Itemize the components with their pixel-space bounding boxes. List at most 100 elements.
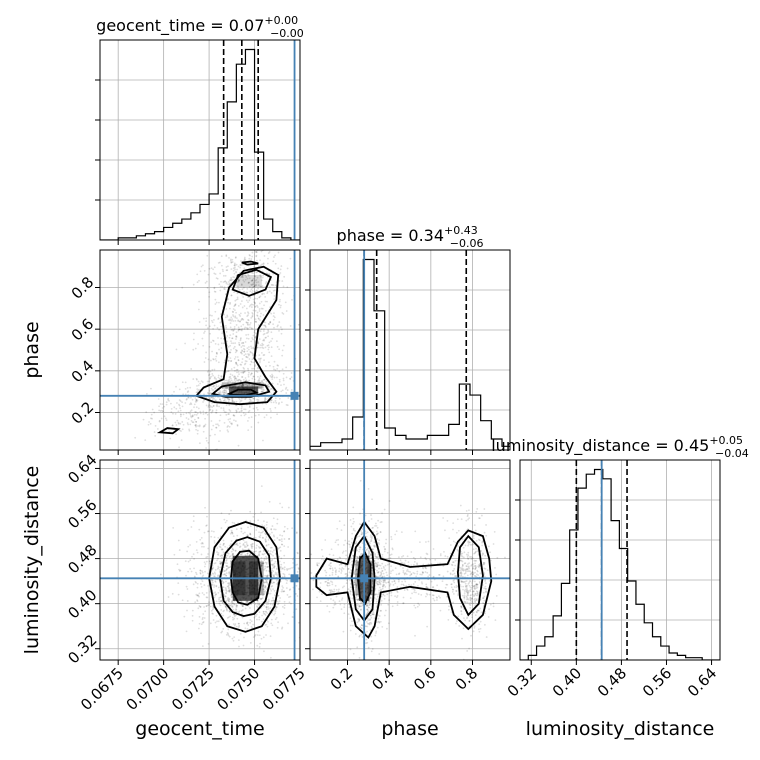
sample-point: [195, 406, 198, 409]
sample-point: [244, 408, 247, 411]
sample-point: [201, 337, 204, 340]
sample-point: [489, 559, 492, 562]
sample-point: [228, 398, 231, 401]
sample-point: [287, 546, 290, 548]
sample-point: [452, 554, 455, 557]
sample-point: [229, 322, 232, 325]
sample-point: [203, 332, 205, 334]
sample-point: [466, 555, 469, 558]
sample-point: [273, 326, 275, 329]
sample-point: [207, 572, 209, 575]
sample-point: [227, 265, 229, 268]
sample-point: [390, 594, 393, 597]
sample-point: [469, 606, 472, 609]
sample-point: [245, 541, 248, 543]
sample-point: [452, 588, 455, 591]
sample-point: [233, 325, 236, 328]
sample-point: [358, 604, 361, 607]
sample-point: [230, 605, 233, 608]
sample-point: [249, 290, 252, 293]
sample-point: [209, 376, 212, 379]
sample-point: [252, 367, 255, 370]
sample-point: [263, 581, 266, 584]
sample-point: [214, 411, 217, 414]
sample-point: [217, 361, 220, 364]
sample-point: [263, 613, 266, 615]
sample-point: [409, 571, 411, 573]
sample-point: [264, 325, 267, 328]
sample-point: [460, 605, 462, 608]
sample-point: [354, 570, 356, 573]
sample-point: [413, 572, 416, 575]
sample-point: [365, 549, 368, 551]
sample-point: [202, 344, 205, 347]
sample-point: [386, 551, 389, 554]
sample-point: [379, 571, 382, 574]
sample-point: [272, 609, 275, 612]
sample-point: [277, 267, 280, 270]
sample-point: [223, 399, 226, 402]
sample-point: [370, 538, 373, 541]
sample-point: [215, 352, 218, 355]
sample-point: [470, 588, 472, 591]
sample-point: [417, 602, 420, 605]
sample-point: [360, 602, 362, 605]
sample-point: [235, 614, 237, 617]
sample-point: [211, 406, 213, 409]
sample-point: [207, 273, 210, 276]
sample-point: [226, 370, 229, 373]
sample-point: [286, 267, 289, 270]
sample-point: [279, 306, 282, 309]
sample-point: [371, 527, 374, 529]
sample-point: [235, 409, 238, 412]
sample-point: [234, 304, 236, 307]
sample-point: [376, 565, 379, 568]
sample-point: [267, 550, 270, 553]
sample-point: [260, 637, 263, 640]
sample-point: [236, 424, 239, 427]
sample-point: [291, 527, 294, 530]
sample-point: [232, 329, 235, 332]
sample-point: [372, 531, 375, 534]
sample-point: [222, 409, 225, 412]
sample-point: [295, 531, 298, 534]
sample-point: [192, 283, 195, 286]
sample-point: [230, 261, 233, 264]
sample-point: [220, 377, 223, 380]
sample-point: [347, 568, 350, 570]
sample-point: [207, 404, 210, 407]
histogram-body: [100, 40, 300, 240]
sample-point: [210, 359, 212, 362]
sample-point: [272, 517, 275, 520]
sample-point: [476, 550, 479, 553]
sample-point: [378, 581, 381, 584]
sample-point: [240, 399, 243, 402]
sample-point: [420, 581, 423, 584]
sample-point: [478, 580, 481, 583]
sample-point: [463, 596, 465, 599]
sample-point: [187, 528, 189, 531]
sample-point: [369, 603, 371, 606]
sample-point: [199, 569, 202, 572]
sample-point: [282, 313, 285, 315]
sample-point: [226, 387, 229, 389]
sample-point: [266, 262, 269, 265]
sample-point: [221, 548, 224, 551]
sample-point: [254, 332, 257, 335]
sample-point: [272, 534, 275, 537]
sample-point: [213, 377, 216, 380]
sample-point: [244, 274, 247, 277]
sample-point: [248, 254, 251, 256]
histogram-step: [310, 258, 510, 450]
sample-point: [340, 608, 343, 611]
sample-point: [370, 602, 373, 605]
sample-point: [372, 611, 375, 614]
sample-point: [471, 580, 474, 582]
sample-point: [239, 303, 242, 305]
sample-point: [234, 404, 237, 407]
sample-point: [190, 526, 193, 528]
sample-point: [214, 387, 216, 390]
sample-point: [460, 571, 463, 574]
sample-point: [234, 264, 236, 267]
sample-point: [238, 398, 241, 400]
